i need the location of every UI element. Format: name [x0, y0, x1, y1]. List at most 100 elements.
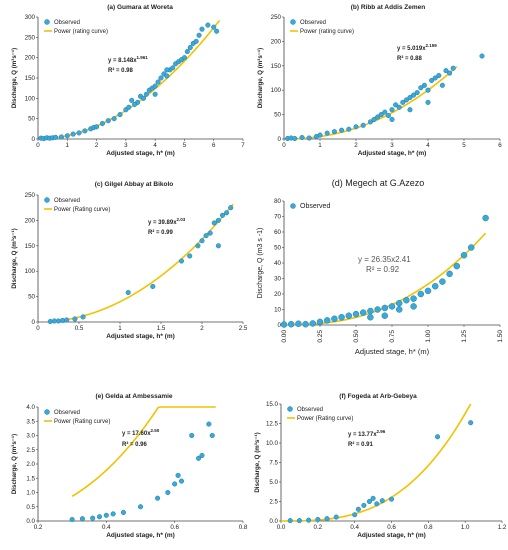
- observed-point: [296, 518, 302, 524]
- legend-marker-observed: [290, 203, 296, 209]
- observed-point: [53, 134, 59, 140]
- observed-point: [382, 109, 388, 115]
- y-tick-label: 250: [25, 192, 36, 199]
- observed-point: [140, 95, 146, 101]
- power-curve-line: [285, 65, 458, 140]
- observed-point: [439, 278, 446, 285]
- observed-point: [431, 283, 439, 290]
- legend-label-curve: Power (Rating curve): [297, 416, 353, 422]
- chart-panel-3: (c) Gilgel Abbay at Bikolo 0 0.5 1 1.5 2 2.5 0 5…: [11, 181, 248, 340]
- observed-point: [214, 28, 220, 34]
- y-tick-label: 150: [271, 63, 282, 70]
- equation-label: y = 39.89x2.03: [148, 217, 186, 226]
- r-squared-label: R² = 0.96: [122, 441, 148, 448]
- observed-point: [178, 478, 185, 484]
- x-tick-label: 1.25: [461, 330, 468, 343]
- y-tick-label: 150: [25, 243, 36, 250]
- observed-point: [120, 509, 126, 516]
- legend-marker-observed: [44, 197, 50, 203]
- y-tick-label: 1.0: [26, 490, 35, 497]
- observed-point: [315, 516, 321, 522]
- observed-point: [172, 481, 178, 487]
- x-tick-label: 1.5: [157, 325, 166, 332]
- r-squared-label: R² = 0.99: [148, 229, 174, 236]
- observed-point: [219, 212, 226, 218]
- equation-label: y = 13.77x2.96: [348, 429, 386, 438]
- chart-title: (b) Ribb at Addis Zemen: [351, 4, 426, 11]
- observed-point: [302, 320, 309, 328]
- observed-point: [292, 135, 298, 142]
- observed-point: [110, 511, 116, 517]
- observed-point: [460, 252, 468, 259]
- r-squared-label: R² = 0.98: [108, 67, 134, 74]
- observed-point: [432, 75, 438, 81]
- y-axis-label: Discharge, Q (m³s⁻¹): [11, 228, 18, 288]
- observed-point: [378, 112, 384, 118]
- observed-point: [287, 518, 293, 524]
- y-tick-label: 0.0: [26, 518, 35, 525]
- observed-point: [196, 455, 202, 461]
- observed-point: [450, 65, 456, 71]
- observed-point: [389, 107, 395, 113]
- observed-point: [199, 238, 205, 244]
- x-tick-label: 0.6: [387, 524, 396, 531]
- y-tick-label: 0.5: [26, 504, 35, 511]
- observed-point: [206, 421, 212, 427]
- observed-point: [215, 217, 221, 223]
- y-tick-label: 5.0: [269, 479, 278, 486]
- observed-point: [309, 320, 317, 327]
- equation-label: y = 17.60x2.50: [122, 428, 160, 437]
- observed-point: [453, 262, 461, 270]
- observed-point: [374, 306, 381, 313]
- y-tick-label: 10: [274, 307, 281, 314]
- observed-point: [175, 472, 181, 478]
- legend-label-curve: Power (Rating curve): [54, 207, 110, 213]
- power-curve-line: [40, 19, 221, 140]
- observed-point: [324, 130, 330, 136]
- legend-label-curve: Power (rating curve): [300, 29, 354, 35]
- observed-point: [76, 130, 82, 136]
- observed-point: [170, 65, 176, 71]
- observed-point: [72, 316, 78, 322]
- x-tick-label: 0.2: [314, 524, 323, 531]
- observed-point: [103, 512, 109, 518]
- observed-point: [94, 124, 100, 130]
- x-tick-label: 1: [118, 325, 122, 332]
- x-tick-label: 2.5: [239, 325, 248, 332]
- observed-point: [367, 314, 374, 321]
- observed-point: [352, 512, 358, 518]
- y-tick-label: 1.5: [26, 475, 35, 482]
- observed-point: [323, 317, 331, 324]
- x-tick-label: 0.8: [424, 524, 433, 531]
- observed-point: [117, 112, 123, 118]
- observed-point: [447, 70, 453, 76]
- observed-point: [467, 244, 475, 251]
- observed-point: [70, 131, 76, 137]
- observed-point: [280, 321, 288, 328]
- y-tick-label: 0: [32, 319, 36, 326]
- legend-marker-observed: [287, 406, 293, 412]
- observed-point: [374, 501, 380, 507]
- observed-point: [443, 68, 449, 74]
- y-tick-label: 100: [25, 268, 36, 275]
- x-tick-label: 1.2: [498, 524, 507, 531]
- observed-point: [395, 300, 403, 307]
- observed-point: [58, 134, 64, 140]
- observed-point: [418, 85, 424, 91]
- observed-point: [403, 296, 410, 304]
- y-tick-label: 200: [271, 38, 282, 45]
- observed-point: [367, 119, 373, 125]
- y-tick-label: 250: [25, 34, 36, 41]
- observed-point: [324, 516, 330, 522]
- observed-point: [96, 514, 103, 520]
- observed-point: [196, 32, 202, 38]
- observed-point: [99, 121, 105, 127]
- equation-label: y = 26.35x2.41: [358, 255, 411, 264]
- observed-point: [367, 307, 374, 315]
- y-tick-label: 2.5: [26, 447, 35, 454]
- observed-point: [411, 92, 417, 98]
- observed-point: [366, 498, 372, 505]
- observed-point: [385, 113, 391, 119]
- observed-point: [333, 514, 339, 520]
